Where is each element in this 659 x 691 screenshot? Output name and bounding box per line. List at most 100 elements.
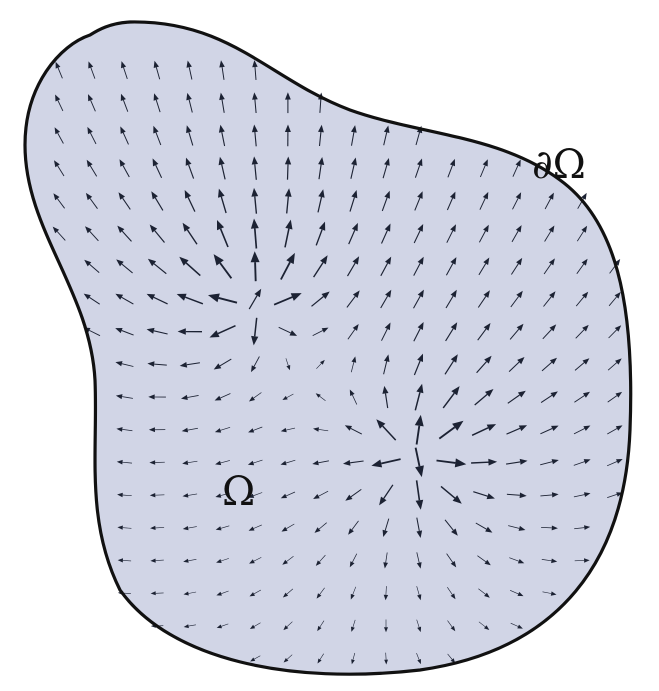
field-arrow-head	[343, 460, 351, 466]
field-arrow-shaft	[188, 624, 196, 627]
field-arrow-head	[116, 259, 124, 267]
field-arrow-head	[149, 224, 158, 233]
vector-field-arrows	[52, 60, 623, 665]
field-arrow-shaft	[316, 363, 322, 369]
field-arrow-head	[417, 224, 424, 232]
field-arrow-shaft	[607, 395, 618, 403]
field-arrow-head	[517, 591, 524, 597]
field-arrow-shaft	[57, 132, 64, 144]
field-arrow-head	[251, 187, 259, 197]
field-arrow-head	[350, 593, 355, 600]
field-arrow-head	[248, 526, 255, 531]
field-arrow-shaft	[509, 328, 520, 340]
field-arrow-head	[349, 389, 355, 396]
field-arrow-head	[251, 335, 259, 346]
field-arrow-shaft	[122, 132, 129, 145]
field-arrow-head	[289, 330, 298, 336]
field-arrow-shaft	[446, 553, 454, 563]
field-arrow-head	[315, 560, 322, 566]
field-arrow-head	[384, 322, 391, 331]
boundary-label: ∂Ω	[532, 142, 586, 188]
field-arrow-head	[251, 365, 257, 373]
field-arrow-shaft	[318, 429, 329, 432]
field-arrow-shaft	[509, 557, 519, 562]
field-arrow-shaft	[573, 428, 585, 435]
field-arrow-shaft	[543, 263, 552, 275]
field-arrow-head	[452, 420, 464, 431]
field-arrow-head	[147, 361, 155, 367]
field-arrow-shaft	[383, 132, 388, 146]
field-arrow-head	[450, 354, 458, 363]
field-arrow-head	[55, 61, 61, 69]
field-arrow-shaft	[414, 447, 421, 467]
field-arrow-shaft	[415, 425, 421, 445]
field-arrow-shaft	[221, 590, 229, 594]
field-arrow-shaft	[187, 427, 198, 431]
field-arrow-head	[283, 658, 289, 663]
field-arrow-shaft	[253, 426, 263, 431]
field-arrow-shaft	[123, 67, 128, 80]
field-arrow-shaft	[445, 328, 454, 342]
field-arrow-shaft	[217, 324, 236, 335]
field-arrow-shaft	[187, 197, 196, 212]
field-arrow-shaft	[541, 527, 552, 529]
field-arrow-shaft	[508, 525, 520, 529]
field-arrow-head	[352, 256, 360, 265]
field-arrow-shaft	[286, 196, 289, 214]
field-arrow-shaft	[385, 586, 387, 595]
field-arrow-head	[351, 157, 357, 166]
field-arrow-head	[351, 356, 357, 363]
field-arrow-shaft	[286, 427, 296, 431]
domain-boundary	[23, 20, 633, 676]
field-arrow-head	[208, 293, 220, 303]
field-arrow-head	[219, 60, 225, 68]
field-arrow-shaft	[350, 460, 364, 464]
field-arrow-head	[351, 626, 355, 632]
field-arrow-shaft	[381, 197, 388, 212]
field-arrow-head	[416, 383, 424, 394]
field-arrow-head	[385, 289, 392, 298]
field-arrow-shaft	[219, 228, 229, 248]
field-arrow-head	[290, 293, 302, 301]
field-arrow-head	[488, 458, 498, 466]
field-arrow-head	[182, 526, 189, 531]
field-arrow-shaft	[253, 557, 262, 562]
field-arrow-head	[318, 189, 325, 198]
field-arrow-shaft	[413, 295, 421, 309]
field-arrow-shaft	[506, 493, 520, 496]
field-arrow-head	[415, 499, 424, 510]
field-arrow-shaft	[187, 493, 198, 496]
field-arrow-shaft	[447, 653, 453, 660]
field-arrow-head	[315, 393, 321, 398]
field-arrow-shaft	[220, 426, 231, 431]
field-arrow-head	[182, 222, 191, 232]
field-arrow-head	[450, 625, 456, 632]
field-arrow-shaft	[383, 484, 394, 499]
field-arrow-head	[115, 293, 124, 300]
field-arrow-head	[517, 390, 526, 398]
field-arrow-shaft	[253, 392, 262, 399]
field-arrow-shaft	[381, 458, 401, 465]
field-arrow-head	[214, 428, 222, 433]
field-arrow-shaft	[383, 361, 388, 375]
field-arrow-head	[351, 125, 357, 133]
field-arrow-head	[317, 658, 322, 664]
field-arrow-shaft	[187, 460, 198, 464]
field-arrow-head	[551, 492, 559, 498]
field-arrow-head	[516, 257, 523, 266]
field-arrow-head	[179, 256, 189, 266]
field-arrow-head	[181, 427, 189, 433]
field-arrow-shaft	[414, 197, 421, 211]
field-arrow-head	[282, 559, 288, 565]
field-arrow-head	[286, 365, 291, 371]
field-arrow-head	[213, 254, 224, 266]
field-arrow-shaft	[318, 460, 329, 464]
field-arrow-shaft	[438, 426, 456, 440]
field-arrow-head	[450, 322, 458, 331]
field-arrow-head	[146, 327, 155, 334]
field-arrow-shaft	[188, 559, 197, 562]
field-arrow-shaft	[121, 296, 134, 305]
field-arrow-head	[519, 492, 527, 499]
field-arrow-shaft	[475, 522, 487, 530]
field-arrow-head	[184, 190, 192, 199]
